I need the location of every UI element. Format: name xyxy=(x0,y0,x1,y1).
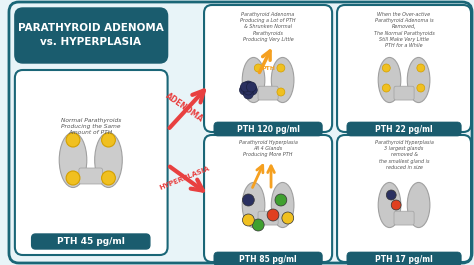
FancyBboxPatch shape xyxy=(394,211,414,225)
Text: PTH 120 pg/ml: PTH 120 pg/ml xyxy=(237,125,300,134)
FancyBboxPatch shape xyxy=(32,234,150,249)
Circle shape xyxy=(66,171,80,185)
Circle shape xyxy=(383,64,390,72)
Circle shape xyxy=(277,88,285,96)
FancyBboxPatch shape xyxy=(337,135,471,262)
Circle shape xyxy=(243,214,254,226)
Text: When the Over-active
Parathyroid Adenoma is
Removed,
The Normal Parathyroids
Sti: When the Over-active Parathyroid Adenoma… xyxy=(374,12,435,48)
FancyBboxPatch shape xyxy=(79,168,102,184)
Circle shape xyxy=(244,85,253,95)
Text: PTH 85 pg/ml: PTH 85 pg/ml xyxy=(239,254,297,263)
Circle shape xyxy=(66,133,80,147)
FancyBboxPatch shape xyxy=(347,122,461,136)
Circle shape xyxy=(267,209,279,221)
Circle shape xyxy=(243,194,254,206)
Text: PTH 22 pg/ml: PTH 22 pg/ml xyxy=(375,125,433,134)
Ellipse shape xyxy=(95,132,122,188)
Ellipse shape xyxy=(242,182,265,228)
Ellipse shape xyxy=(271,58,294,103)
Ellipse shape xyxy=(407,58,430,103)
Text: PTH 17 pg/ml: PTH 17 pg/ml xyxy=(375,254,433,263)
Circle shape xyxy=(244,89,253,99)
Ellipse shape xyxy=(242,58,265,103)
Circle shape xyxy=(246,82,256,92)
Text: Parathyroid Hyperplasia
3 largest glands
removed &
the smallest gland is
reduced: Parathyroid Hyperplasia 3 largest glands… xyxy=(374,140,434,170)
FancyBboxPatch shape xyxy=(337,5,471,132)
Circle shape xyxy=(417,84,425,92)
FancyBboxPatch shape xyxy=(347,252,461,265)
FancyBboxPatch shape xyxy=(214,252,322,265)
Ellipse shape xyxy=(378,182,401,228)
Circle shape xyxy=(252,219,264,231)
Ellipse shape xyxy=(271,182,294,228)
Circle shape xyxy=(254,64,262,72)
FancyBboxPatch shape xyxy=(258,211,278,225)
Text: Parathyroid Hyperplasia
All 4 Glands
Producing More PTH: Parathyroid Hyperplasia All 4 Glands Pro… xyxy=(238,140,298,157)
Circle shape xyxy=(282,212,294,224)
Text: PARATHYROID ADENOMA
vs. HYPERPLASIA: PARATHYROID ADENOMA vs. HYPERPLASIA xyxy=(18,23,164,47)
Text: HYPERPLASIA: HYPERPLASIA xyxy=(158,165,210,191)
FancyBboxPatch shape xyxy=(15,70,168,255)
FancyBboxPatch shape xyxy=(15,8,168,63)
Text: PTH: PTH xyxy=(261,65,275,70)
FancyBboxPatch shape xyxy=(204,5,332,132)
Circle shape xyxy=(417,64,425,72)
Circle shape xyxy=(247,85,257,95)
Text: ADENOMA: ADENOMA xyxy=(164,92,205,124)
Text: PTH 45 pg/ml: PTH 45 pg/ml xyxy=(57,236,125,245)
Circle shape xyxy=(101,133,115,147)
Ellipse shape xyxy=(59,132,87,188)
Text: Parathyroid Adenoma
Producing a Lot of PTH
& Shrunken Normal
Parathyroids
Produc: Parathyroid Adenoma Producing a Lot of P… xyxy=(240,12,296,42)
Circle shape xyxy=(277,64,285,72)
Ellipse shape xyxy=(378,58,401,103)
Circle shape xyxy=(386,190,396,200)
Circle shape xyxy=(240,82,250,92)
FancyBboxPatch shape xyxy=(394,86,414,100)
Circle shape xyxy=(239,85,249,95)
Circle shape xyxy=(383,84,390,92)
FancyBboxPatch shape xyxy=(258,86,278,100)
Text: Normal Parathyroids
Producing the Same
Amount of PTH: Normal Parathyroids Producing the Same A… xyxy=(61,118,121,135)
Circle shape xyxy=(391,200,401,210)
Circle shape xyxy=(244,81,253,91)
Ellipse shape xyxy=(407,182,430,228)
Circle shape xyxy=(275,194,287,206)
FancyBboxPatch shape xyxy=(214,122,322,136)
Circle shape xyxy=(101,171,115,185)
FancyBboxPatch shape xyxy=(9,2,472,263)
FancyBboxPatch shape xyxy=(204,135,332,262)
